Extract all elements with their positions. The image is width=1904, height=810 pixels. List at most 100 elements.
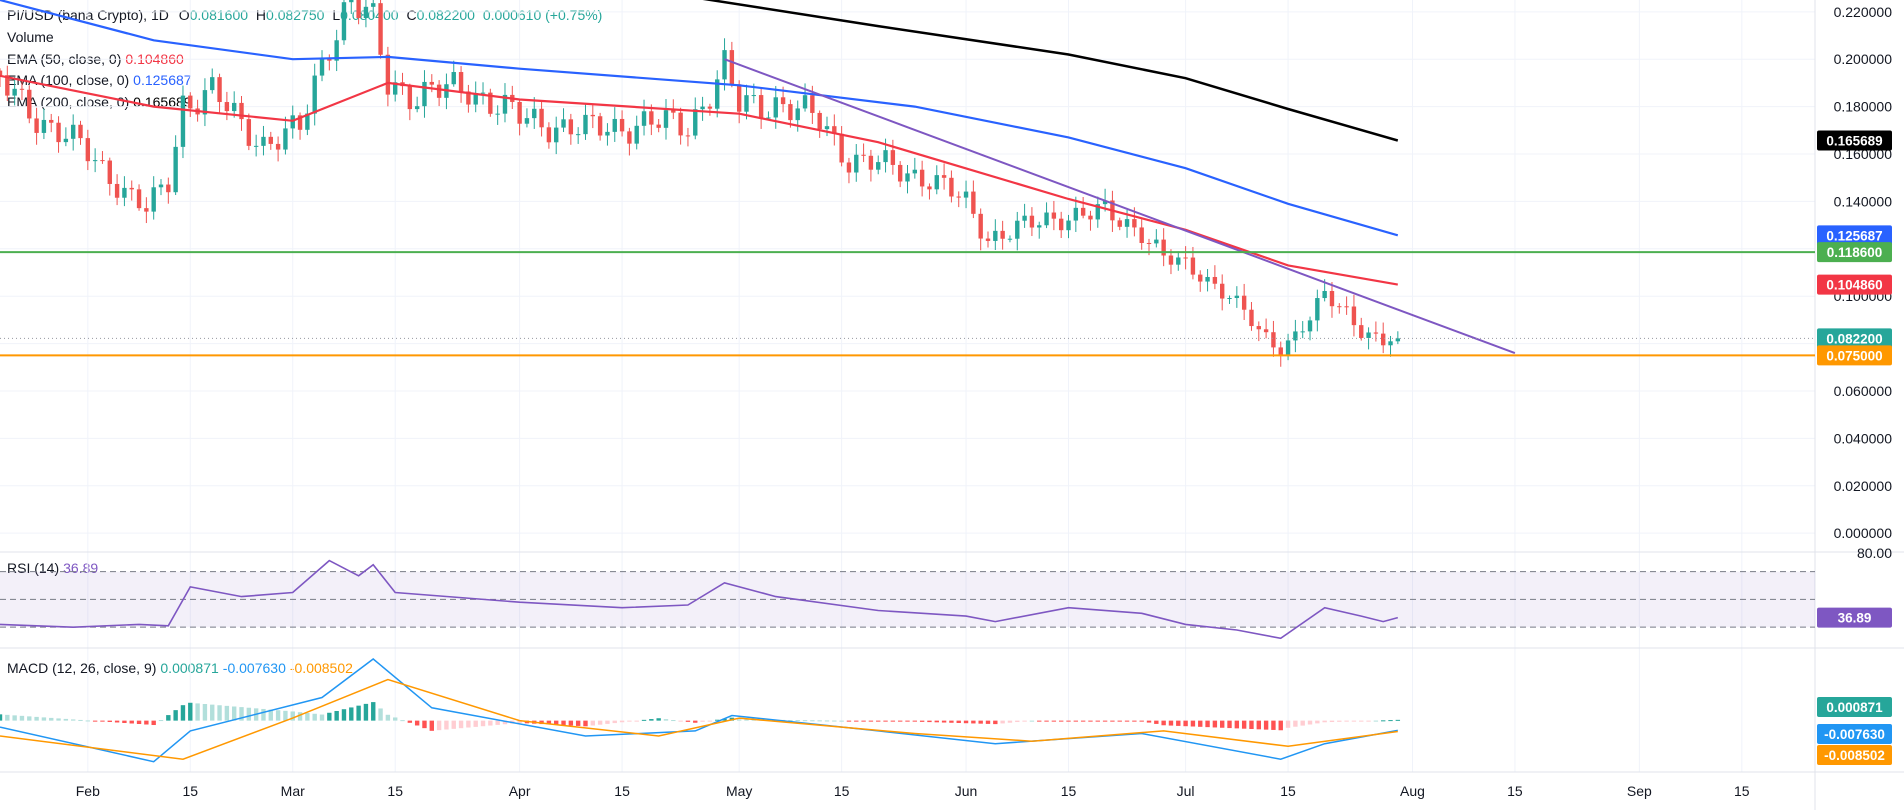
candle (393, 70, 398, 102)
candle-body (239, 102, 244, 120)
macd-bar (1395, 719, 1401, 721)
candle (1337, 303, 1342, 314)
candle-body (597, 116, 603, 136)
macd-bar (890, 720, 896, 722)
candle (1198, 270, 1203, 292)
macd-bar (678, 720, 683, 722)
candle (1220, 274, 1225, 311)
candle-body (1285, 340, 1291, 357)
candle-body (1176, 257, 1181, 265)
candle-body (539, 108, 544, 128)
candle (5, 65, 10, 102)
candle (231, 91, 237, 118)
candle-body (246, 119, 252, 146)
macd-bar (744, 719, 749, 721)
candle (817, 110, 822, 138)
rsi-line (0, 559, 1399, 640)
candle (246, 113, 252, 151)
candle-body (956, 196, 961, 198)
candle (1205, 269, 1210, 292)
candle (715, 70, 720, 118)
candle (275, 136, 281, 162)
macd-bar (414, 720, 420, 726)
macd-bar (1300, 720, 1305, 726)
macd-bar (1329, 720, 1335, 723)
candle (693, 97, 698, 140)
candle-body (1007, 238, 1013, 240)
macd-bar (268, 709, 273, 721)
candle-body (722, 50, 727, 80)
candle (1344, 296, 1349, 315)
macd-bar (612, 720, 617, 724)
macd-bar (451, 720, 456, 729)
macd-bar (619, 720, 625, 723)
y-tick-label: 0.000000 (1834, 525, 1893, 541)
candle-body (715, 79, 720, 109)
candle-body (1293, 331, 1298, 341)
macd-bar (5, 714, 10, 721)
candle (56, 116, 61, 153)
candle-body (663, 110, 669, 128)
macd-bar (158, 720, 164, 722)
macd-bar (824, 720, 830, 722)
candle (378, 0, 383, 59)
candle-body (693, 109, 698, 136)
x-tick-label: 15 (182, 783, 198, 799)
ema-line (702, 0, 1399, 142)
macd-bar (19, 715, 25, 721)
macd-bar (473, 720, 478, 727)
macd-bar (1373, 720, 1379, 722)
candle (919, 160, 925, 197)
candle-body (136, 189, 142, 209)
candle-body (810, 95, 815, 113)
candle (1000, 220, 1005, 250)
candle (736, 80, 742, 124)
candle-body (927, 186, 932, 190)
price-tag: 0.075000 (1817, 345, 1892, 366)
close-value: 0.082200 (416, 7, 475, 23)
candle-body (151, 187, 156, 212)
candle (649, 104, 654, 136)
macd-bar (239, 707, 244, 721)
signal-line (0, 678, 1398, 760)
candle-body (1307, 320, 1313, 332)
candle-body (1190, 257, 1196, 275)
candle (700, 96, 705, 121)
macd-bar (393, 717, 398, 721)
macd-bar (70, 719, 76, 721)
x-tick-label: Jun (955, 783, 978, 799)
x-tick-label: 15 (387, 783, 403, 799)
candle-body (561, 119, 566, 128)
macd-bar (715, 719, 720, 721)
candle-body (1051, 212, 1057, 219)
candle-body (1029, 215, 1035, 228)
macd-bar (466, 720, 471, 728)
candle (1015, 211, 1020, 251)
candle-body (1322, 291, 1327, 299)
macd-bar (1388, 720, 1393, 722)
candle-body (868, 155, 874, 170)
candle (188, 92, 193, 117)
macd-bar (210, 704, 215, 721)
candle-body (627, 131, 632, 144)
macd-bar (575, 720, 581, 726)
candle-body (744, 95, 749, 112)
macd-bar (956, 720, 961, 723)
candle (927, 183, 932, 200)
macd-bar (56, 718, 61, 721)
macd-bar (151, 720, 156, 726)
candle-body (707, 106, 713, 109)
macd-bar (663, 719, 669, 721)
candle (334, 29, 339, 72)
candle (1351, 294, 1357, 337)
candle (1007, 235, 1013, 243)
legend-macd[interactable]: MACD (12, 26, close, 9) 0.000871 -0.007630… (7, 658, 353, 678)
candle-body (612, 118, 617, 132)
legend-volume[interactable]: Volume (7, 27, 54, 47)
candle-body (729, 50, 735, 85)
price-tag-text: 0.075000 (1826, 348, 1882, 363)
candle (319, 50, 325, 82)
candle (436, 80, 442, 107)
candle-body (766, 117, 771, 119)
